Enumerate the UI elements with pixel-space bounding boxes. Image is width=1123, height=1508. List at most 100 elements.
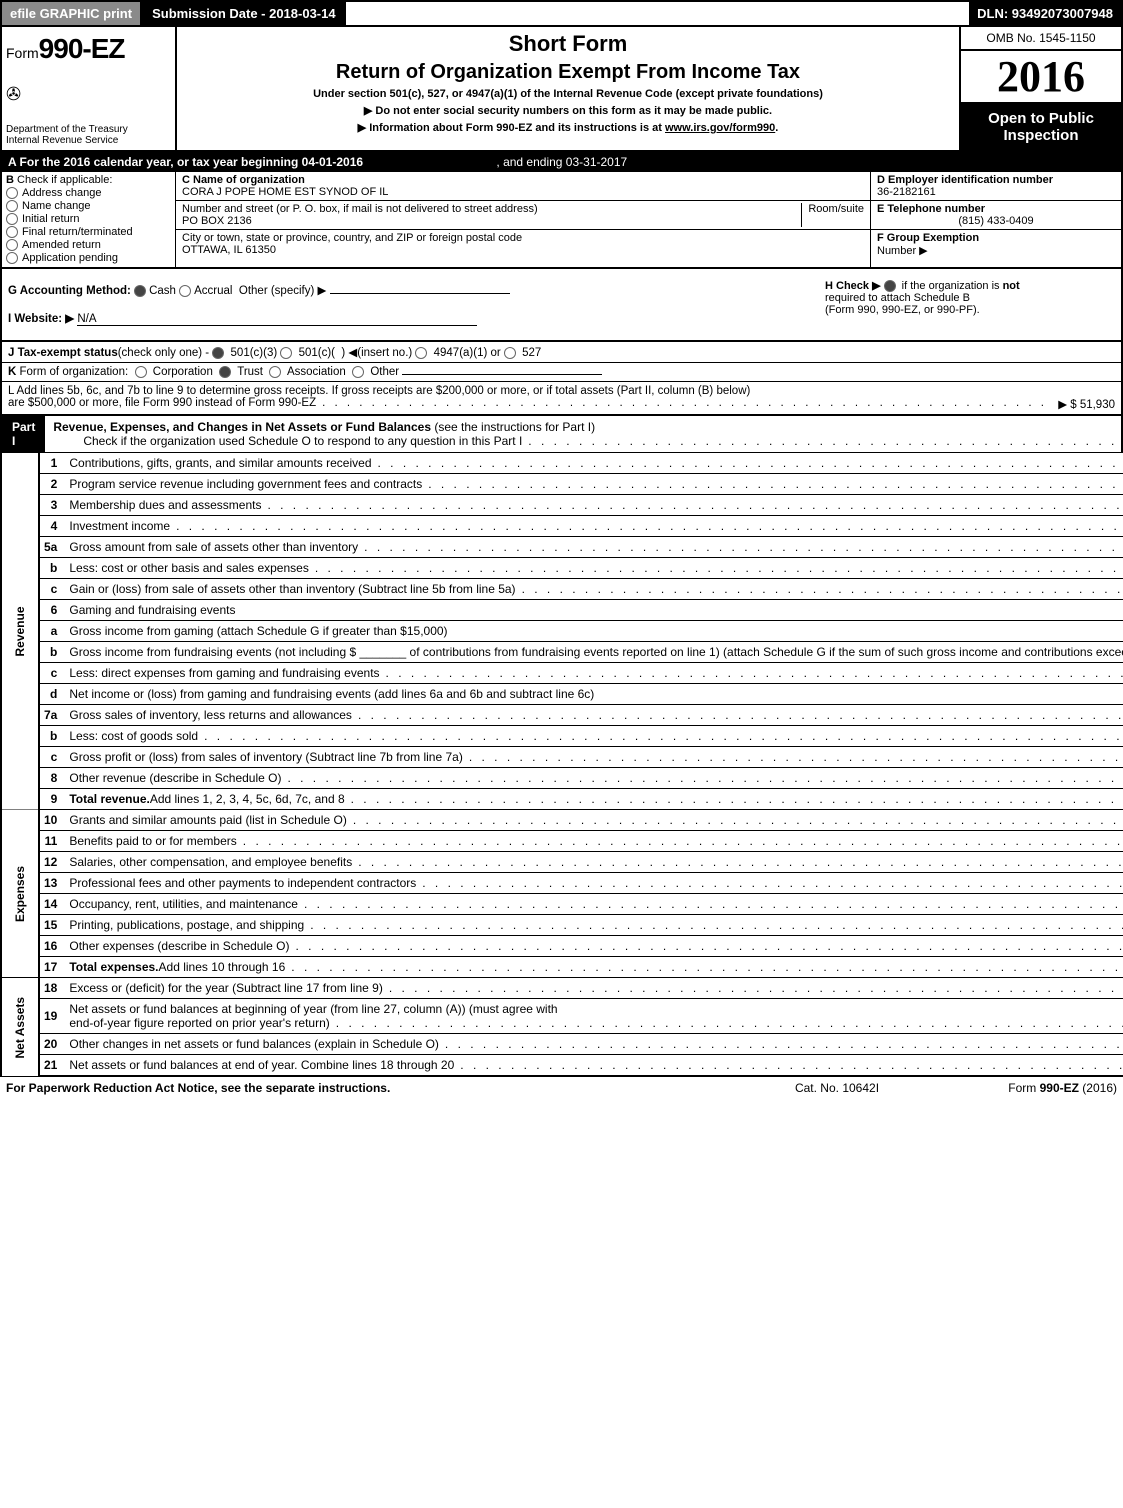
radio-icon[interactable]: [504, 347, 516, 359]
radio-icon[interactable]: [219, 366, 231, 378]
ein-value: 36-2182161: [877, 186, 1115, 198]
line-num: 11: [39, 831, 65, 852]
radio-icon[interactable]: [280, 347, 292, 359]
line-num: 20: [39, 1034, 65, 1055]
radio-icon[interactable]: [135, 366, 147, 378]
dept-irs: Internal Revenue Service: [6, 135, 171, 146]
line-num: 8: [39, 768, 65, 789]
radio-icon[interactable]: [134, 285, 146, 297]
line-num: 10: [39, 810, 65, 831]
expenses-side-label: Expenses: [1, 810, 39, 978]
line-desc: Program service revenue including govern…: [65, 474, 1123, 495]
tax-year: 2016: [961, 51, 1121, 104]
table-row: 21 Net assets or fund balances at end of…: [1, 1055, 1123, 1077]
i-label: I Website: ▶: [8, 313, 74, 325]
top-bar: efile GRAPHIC print Submission Date - 20…: [0, 0, 1123, 27]
footer-right: Form 990-EZ (2016): [937, 1081, 1117, 1095]
street-cell: Number and street (or P. O. box, if mail…: [176, 201, 870, 230]
header-middle: Short Form Return of Organization Exempt…: [177, 27, 961, 150]
l-value: ▶ $ 51,930: [1052, 397, 1115, 411]
chk-address-change[interactable]: Address change: [6, 187, 171, 199]
line-num: 14: [39, 894, 65, 915]
section-b: B Check if applicable: Address change Na…: [2, 172, 176, 267]
part1-inst: (see the instructions for Part I): [431, 420, 595, 434]
submission-date: Submission Date - 2018-03-14: [142, 2, 346, 25]
line-desc: Professional fees and other payments to …: [65, 873, 1123, 894]
line-a-end: , and ending 03-31-2017: [496, 155, 627, 169]
g-cash: Cash: [149, 285, 176, 297]
open-line2: Inspection: [963, 127, 1119, 144]
line-num: 18: [39, 978, 65, 999]
omb-number: OMB No. 1545-1150: [961, 27, 1121, 51]
phone-value: (815) 433-0409: [877, 215, 1115, 227]
k-other-input[interactable]: [402, 374, 602, 375]
table-row: b Less: cost of goods sold 7b 0: [1, 726, 1123, 747]
line-desc: Gross profit or (loss) from sales of inv…: [65, 747, 1123, 768]
g-other: Other (specify) ▶: [239, 285, 326, 297]
org-name: CORA J POPE HOME EST SYNOD OF IL: [182, 186, 388, 198]
line-desc: Salaries, other compensation, and employ…: [65, 852, 1123, 873]
checkbox-icon: [6, 252, 18, 264]
ein-cell: D Employer identification number 36-2182…: [871, 172, 1121, 201]
line-num: 3: [39, 495, 65, 516]
chk-label: Name change: [22, 200, 91, 212]
section-c: C Name of organization CORA J POPE HOME …: [176, 172, 870, 267]
open-line1: Open to Public: [963, 110, 1119, 127]
part1-title-bold: Revenue, Expenses, and Changes in Net As…: [53, 420, 431, 434]
g-other-input[interactable]: [330, 293, 510, 294]
table-row: 5a Gross amount from sale of assets othe…: [1, 537, 1123, 558]
radio-icon[interactable]: [352, 366, 364, 378]
line-desc: Gaming and fundraising events: [65, 600, 1123, 621]
chk-amended[interactable]: Amended return: [6, 239, 171, 251]
line-num: 12: [39, 852, 65, 873]
radio-icon[interactable]: [212, 347, 224, 359]
radio-icon[interactable]: [269, 366, 281, 378]
form-number: Form990-EZ: [6, 33, 171, 65]
line-j: J Tax-exempt status(check only one) - 50…: [0, 342, 1123, 363]
chk-name-change[interactable]: Name change: [6, 200, 171, 212]
radio-icon[interactable]: [179, 285, 191, 297]
line-desc: Gross amount from sale of assets other t…: [65, 537, 1123, 558]
part1-table: Revenue 1 Contributions, gifts, grants, …: [0, 453, 1123, 1077]
short-form-title: Short Form: [183, 31, 953, 57]
table-row: a Gross income from gaming (attach Sched…: [1, 621, 1123, 642]
line-i: I Website: ▶ N/A: [8, 311, 805, 326]
checkbox-icon: [6, 200, 18, 212]
table-row: 6 Gaming and fundraising events: [1, 600, 1123, 621]
form-container: efile GRAPHIC print Submission Date - 20…: [0, 0, 1123, 1099]
table-row: c Gross profit or (loss) from sales of i…: [1, 747, 1123, 768]
bcd-block: B Check if applicable: Address change Na…: [0, 172, 1123, 269]
line-desc: Net assets or fund balances at end of ye…: [65, 1055, 1123, 1077]
checkbox-icon[interactable]: [884, 280, 896, 292]
table-row: 9 Total revenue. Add lines 1, 2, 3, 4, 5…: [1, 789, 1123, 810]
form-prefix: Form: [6, 45, 39, 61]
ssn-warning: ▶ Do not enter social security numbers o…: [183, 104, 953, 117]
chk-final-return[interactable]: Final return/terminated: [6, 226, 171, 238]
chk-initial-return[interactable]: Initial return: [6, 213, 171, 225]
radio-icon[interactable]: [415, 347, 427, 359]
line-num: a: [39, 621, 65, 642]
table-row: 3 Membership dues and assessments 3: [1, 495, 1123, 516]
table-row: 19 Net assets or fund balances at beginn…: [1, 999, 1123, 1034]
header-left: Form990-EZ ✇ Department of the Treasury …: [2, 27, 177, 150]
irs-link[interactable]: www.irs.gov/form990: [665, 122, 775, 134]
dln-label: DLN: 93492073007948: [969, 2, 1121, 25]
revenue-side-label: Revenue: [1, 453, 39, 810]
table-row: 8 Other revenue (describe in Schedule O)…: [1, 768, 1123, 789]
d-label: D Employer identification number: [877, 174, 1115, 186]
line-num: c: [39, 579, 65, 600]
table-row: Revenue 1 Contributions, gifts, grants, …: [1, 453, 1123, 474]
part1-header: Part I Revenue, Expenses, and Changes in…: [0, 416, 1123, 453]
line-desc: Membership dues and assessments: [65, 495, 1123, 516]
group-exempt-cell: F Group Exemption Number ▶: [871, 230, 1121, 259]
line-desc: Other expenses (describe in Schedule O): [65, 936, 1123, 957]
efile-print-button[interactable]: efile GRAPHIC print: [2, 2, 142, 25]
line-a: A For the 2016 calendar year, or tax yea…: [0, 152, 1123, 172]
f-label: F Group Exemption: [877, 232, 979, 244]
checkbox-icon: [6, 226, 18, 238]
table-row: 15 Printing, publications, postage, and …: [1, 915, 1123, 936]
line-num: 4: [39, 516, 65, 537]
chk-app-pending[interactable]: Application pending: [6, 252, 171, 264]
table-row: c Gain or (loss) from sale of assets oth…: [1, 579, 1123, 600]
table-row: c Less: direct expenses from gaming and …: [1, 663, 1123, 684]
